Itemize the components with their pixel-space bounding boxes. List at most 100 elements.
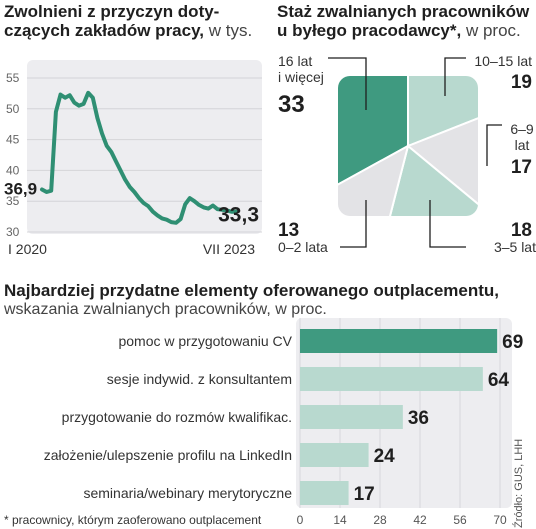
bar — [300, 367, 483, 391]
y-tick-label: 55 — [6, 71, 20, 85]
slice-value-label: 13 — [278, 220, 299, 241]
bar-value-label: 69 — [502, 332, 523, 353]
x-tick-label: 14 — [333, 513, 347, 527]
data-point — [161, 217, 163, 220]
data-point — [198, 204, 200, 206]
x-tick-label: 70 — [493, 513, 507, 527]
category-label: założenie/ulepszenie profilu na LinkedIn — [44, 447, 292, 463]
line-chart-unit: w tys. — [208, 21, 253, 40]
pie-slice — [407, 76, 478, 148]
category-label: przygotowanie do rozmów kwalifikac. — [62, 409, 292, 425]
slice-value-label: 17 — [511, 157, 532, 178]
data-point — [59, 94, 62, 96]
pie-chart-title: Staż zwalnianych pracowników u byłego pr… — [277, 2, 536, 40]
slice-label-line2: i więcej — [278, 69, 324, 85]
bar-chart: 0 14 28 42 56 70 pomoc w przygotowaniu CV 69 ses… — [44, 318, 523, 527]
leader-line — [340, 200, 367, 248]
source-label: Źródło: GUS, LHH — [513, 438, 525, 528]
leader-line — [444, 57, 466, 96]
data-point — [189, 197, 191, 199]
data-point — [73, 102, 75, 104]
bar-value-label: 17 — [354, 484, 375, 505]
data-point — [106, 145, 108, 147]
y-tick-label: 50 — [6, 102, 20, 116]
slice-label-line1: 6–9 — [510, 121, 534, 137]
data-point — [166, 219, 168, 221]
data-point — [156, 214, 159, 216]
data-point — [46, 191, 48, 193]
data-point — [119, 169, 122, 171]
bar — [300, 481, 349, 505]
pie-chart-unit: w proc. — [465, 21, 521, 40]
line-chart: 55 50 45 40 35 30 36,9 33,3 I 2020 VII 2023 — [4, 60, 262, 257]
bar-value-label: 64 — [488, 370, 510, 391]
data-point — [184, 203, 186, 205]
data-point — [179, 218, 182, 220]
bar — [300, 329, 498, 353]
slice-label: 3–5 lat — [494, 239, 536, 255]
data-point — [124, 179, 126, 181]
leader-line — [429, 200, 466, 248]
data-point — [193, 200, 196, 202]
pie-slice — [338, 144, 410, 216]
data-point — [138, 197, 140, 199]
data-point — [92, 97, 94, 99]
bar — [300, 443, 369, 467]
data-point — [226, 209, 228, 212]
pie-slice — [406, 93, 478, 216]
leader-line — [486, 124, 502, 166]
leader-line — [328, 57, 367, 110]
bar-value-label: 24 — [374, 446, 396, 467]
x-tick-label: 42 — [413, 513, 427, 527]
data-point — [129, 186, 131, 188]
data-point — [101, 132, 103, 135]
data-point — [207, 207, 209, 210]
data-point — [212, 204, 214, 207]
slice-value-label: 18 — [511, 220, 532, 241]
data-point — [235, 211, 237, 213]
data-point — [216, 208, 219, 210]
pie-slices — [338, 76, 478, 216]
category-label: sesje indywid. z konsultantem — [107, 371, 292, 387]
line-chart-title-line1: Zwolnieni z przyczyn doty- — [4, 2, 220, 21]
data-point — [82, 103, 85, 105]
x-start-label: I 2020 — [8, 241, 47, 257]
bar-chart-title: Najbardziej przydatne elementy oferowane… — [4, 281, 534, 319]
end-value-label: 33,3 — [218, 204, 259, 227]
bar — [300, 405, 403, 429]
data-point — [147, 205, 149, 207]
bar-value-label: 36 — [408, 408, 429, 429]
y-tick-label: 45 — [6, 133, 20, 147]
x-end-label: VII 2023 — [203, 241, 255, 257]
slice-label-line2: lat — [515, 137, 530, 153]
footnote: * pracownicy, którym zaoferowano outplac… — [4, 513, 262, 527]
data-point — [96, 117, 99, 119]
pie-slice — [371, 144, 478, 216]
data-point — [41, 188, 43, 191]
line-chart-title: Zwolnieni z przyczyn doty- czących zakła… — [4, 2, 264, 40]
data-point — [55, 111, 57, 113]
category-label: seminaria/webinary merytoryczne — [83, 485, 292, 501]
pie-chart-title-line2: u byłego pracodawcy*, — [277, 21, 462, 40]
y-tick-label: 35 — [6, 194, 20, 208]
category-label: pomoc w przygotowaniu CV — [118, 333, 292, 349]
data-point — [203, 206, 205, 208]
data-point — [221, 209, 223, 211]
slice-label: 10–15 lat — [474, 53, 532, 69]
data-point — [50, 190, 52, 192]
slice-value-label: 19 — [511, 72, 532, 93]
x-tick-label: 28 — [373, 513, 387, 527]
x-tick-label: 56 — [453, 513, 467, 527]
data-point — [64, 97, 66, 99]
data-point — [230, 211, 232, 213]
y-tick-label: 30 — [6, 225, 20, 239]
data-point — [69, 94, 71, 96]
data-point — [110, 151, 112, 153]
pie-chart-title-line1: Staż zwalnianych pracowników — [277, 2, 530, 21]
data-point — [78, 105, 80, 107]
data-point — [152, 211, 154, 213]
data-point — [143, 202, 145, 204]
data-point — [175, 222, 177, 224]
line-chart-title-line2: czących zakładów pracy, — [4, 21, 205, 40]
